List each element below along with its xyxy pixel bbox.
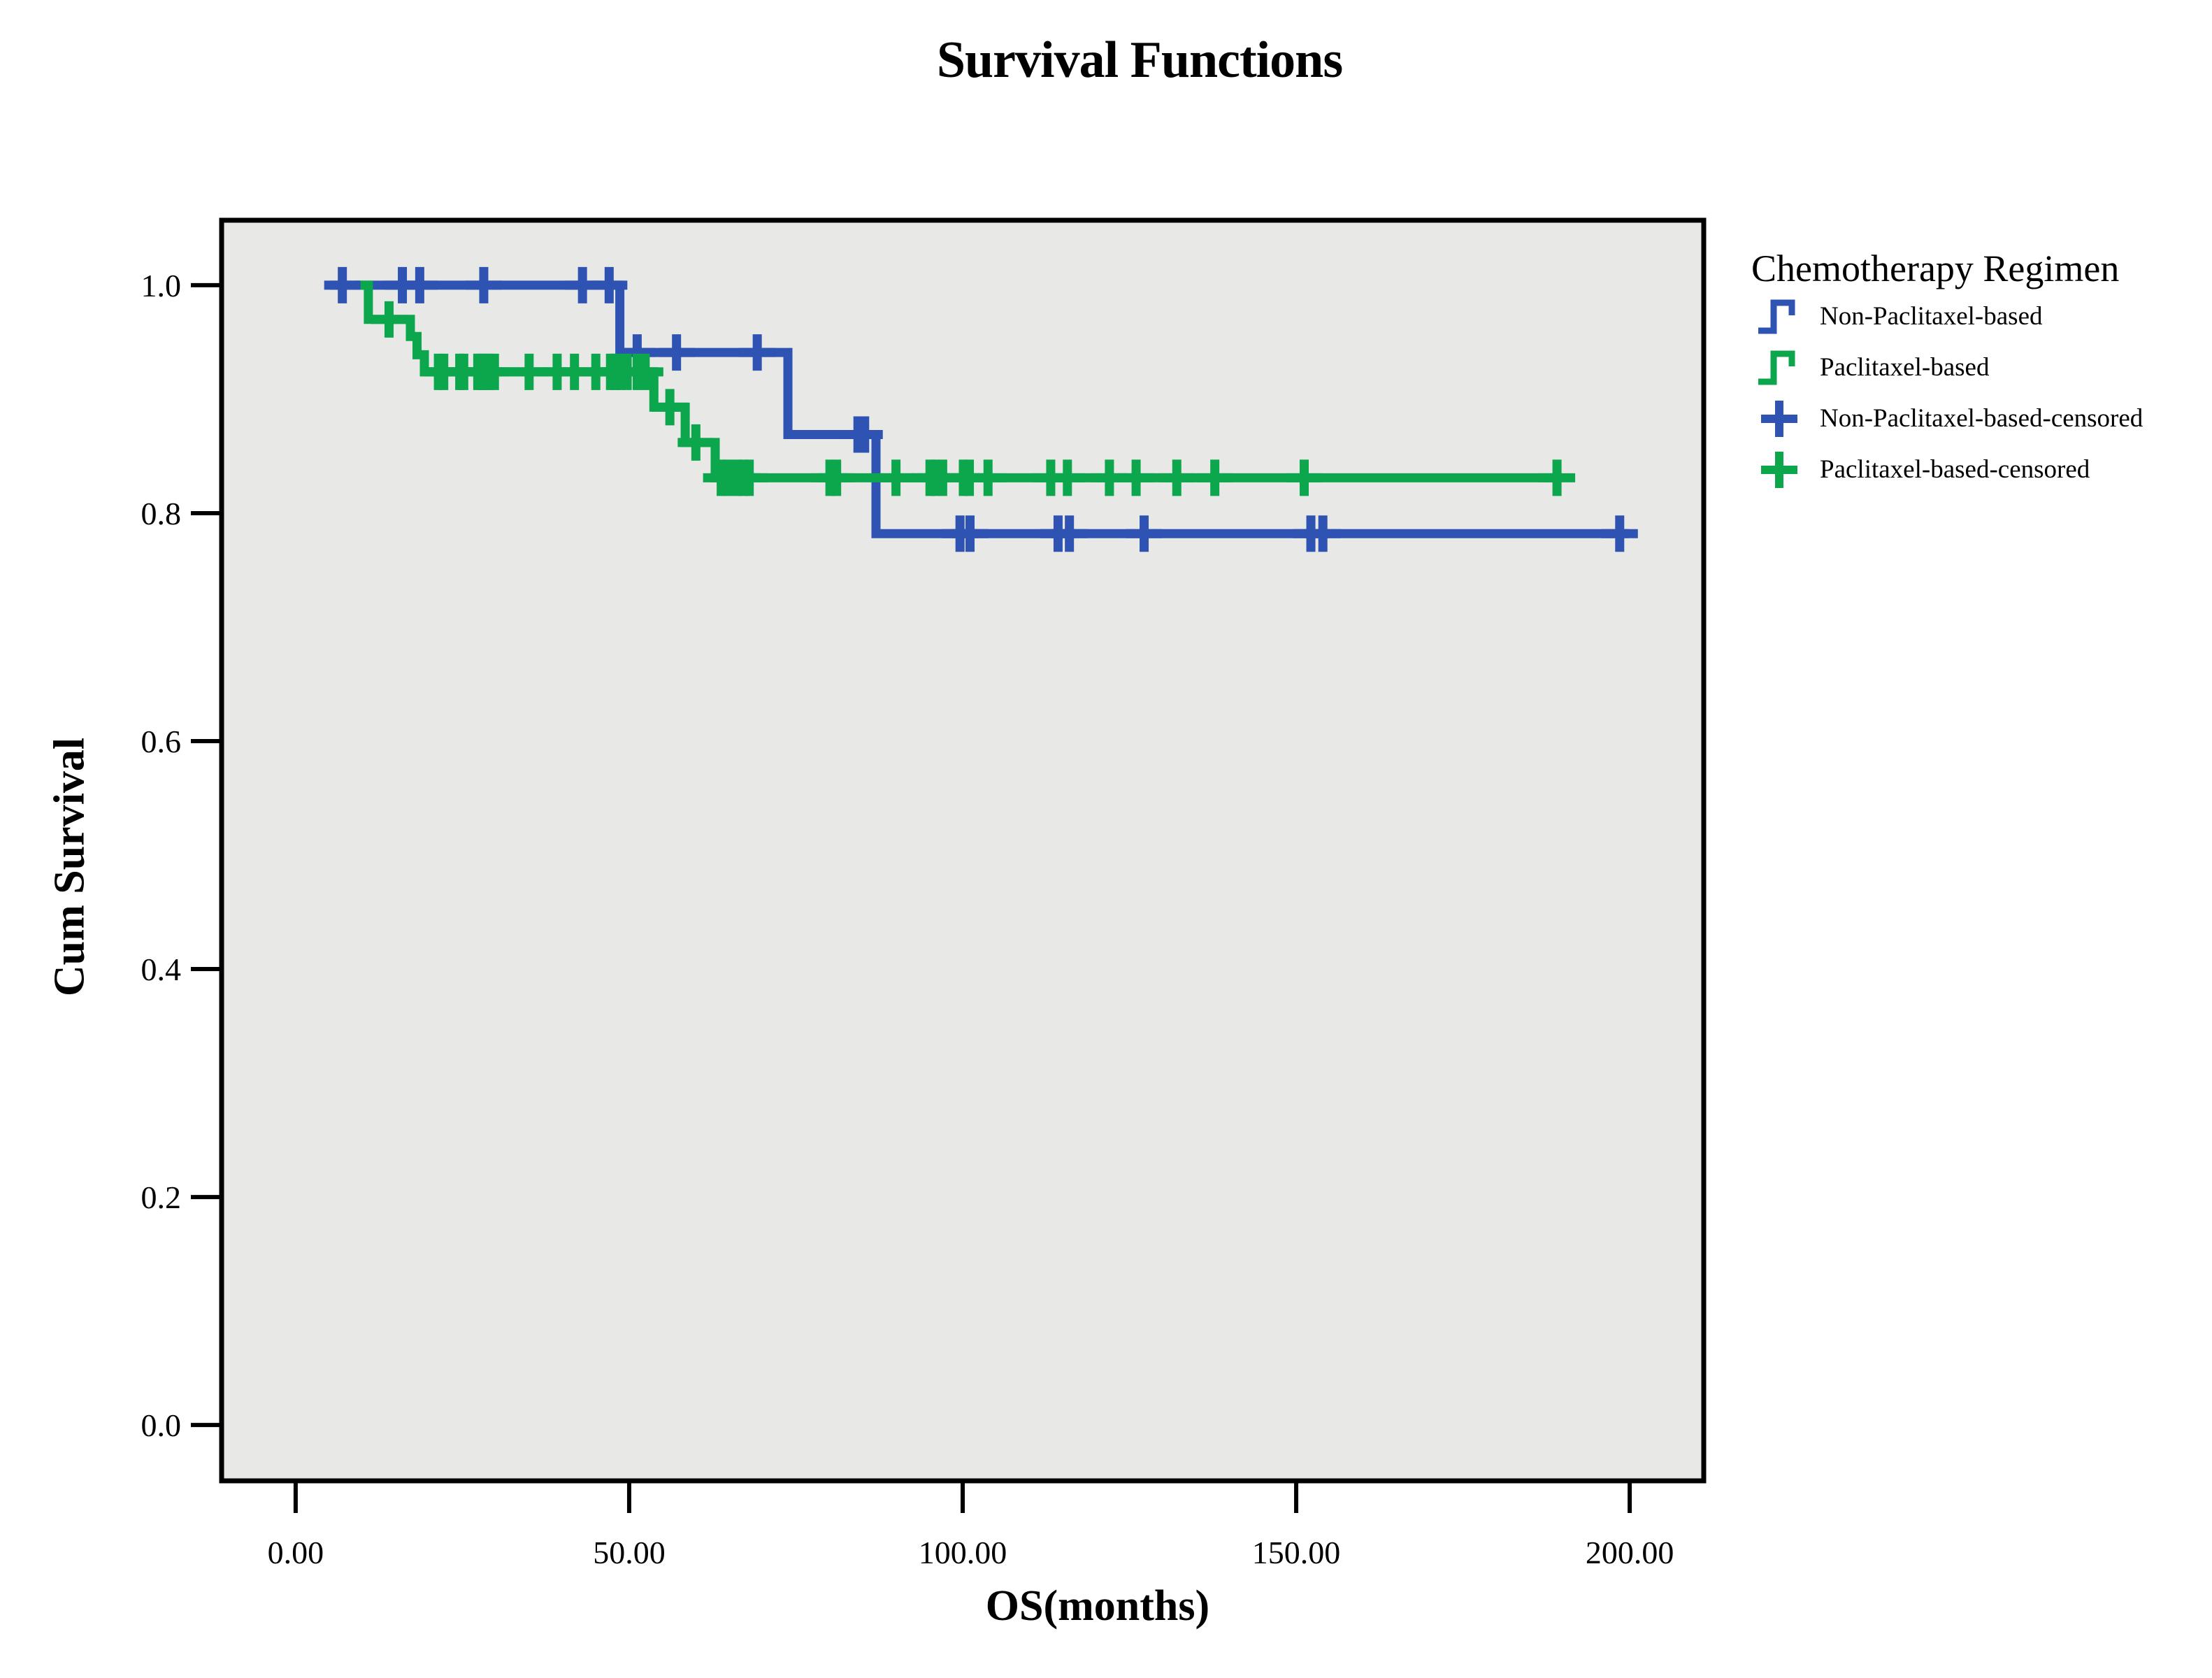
step-line-icon: [1758, 299, 1795, 334]
plus-censor-icon: [1761, 400, 1797, 437]
step-line-icon: [1758, 350, 1795, 385]
legend: Chemotherapy Regimen Non-Paclitaxel-base…: [1751, 246, 2206, 495]
censor-mark-blue: [591, 266, 628, 303]
legend-item-paclitaxel-censored: Paclitaxel-based-censored: [1751, 444, 2206, 495]
legend-title: Chemotherapy Regimen: [1751, 248, 2120, 289]
censor-mark-green: [677, 424, 714, 461]
censor-mark-green: [1049, 459, 1086, 496]
x-tick-label: 0.00: [268, 1535, 324, 1570]
legend-item-label: Non-Paclitaxel-based: [1820, 302, 2043, 331]
legend-item-paclitaxel: Paclitaxel-based: [1751, 342, 2206, 393]
y-tick-label: 1.0: [141, 268, 182, 303]
censor-mark-blue: [401, 266, 438, 303]
y-tick-label: 0.4: [141, 952, 182, 987]
censor-mark-green: [877, 459, 914, 496]
y-axis-title: Cum Survival: [45, 737, 94, 997]
km-curve-non-paclitaxel-based: [330, 280, 1630, 538]
x-tick-label: 100.00: [919, 1535, 1007, 1570]
censor-mark-blue: [1305, 515, 1342, 552]
censor-mark-green: [1158, 459, 1195, 496]
censor-mark-green: [1539, 459, 1576, 496]
legend-item-non-paclitaxel: Non-Paclitaxel-based: [1751, 291, 2206, 342]
censor-mark-green: [652, 389, 689, 426]
censor-mark-blue: [324, 266, 361, 303]
censor-mark-green: [1286, 459, 1323, 496]
censor-mark-blue: [658, 334, 695, 371]
x-tick-label: 150.00: [1252, 1535, 1341, 1570]
plus-censor-icon: [1761, 451, 1797, 488]
censor-mark-green: [970, 459, 1007, 496]
censor-mark-green: [626, 353, 663, 390]
censor-mark-blue: [1051, 515, 1088, 552]
plot-area: [219, 217, 1707, 1484]
censor-mark-blue: [465, 266, 502, 303]
x-tick-label: 200.00: [1586, 1535, 1674, 1570]
censor-mark-green: [1118, 459, 1155, 496]
legend-item-label: Non-Paclitaxel-based-censored: [1820, 404, 2143, 433]
x-tick-label: 50.00: [593, 1535, 666, 1570]
censor-mark-green: [731, 459, 768, 496]
chart-title: Survival Functions: [936, 31, 1343, 89]
censor-mark-green: [818, 459, 855, 496]
censor-mark-blue: [739, 334, 776, 371]
censor-mark-green: [476, 353, 513, 390]
legend-item-label: Paclitaxel-based: [1820, 353, 1990, 382]
legend-item-non-paclitaxel-censored: Non-Paclitaxel-based-censored: [1751, 393, 2206, 444]
censor-mark-green: [1196, 459, 1233, 496]
x-axis-title: OS(months): [985, 1582, 1210, 1630]
y-tick-label: 0.0: [141, 1407, 182, 1443]
y-tick-label: 0.2: [141, 1179, 182, 1215]
y-tick-label: 0.6: [141, 724, 182, 759]
y-tick-label: 0.8: [141, 496, 182, 531]
censor-mark-blue: [846, 416, 883, 453]
censor-mark-green: [371, 301, 408, 338]
censor-mark-blue: [1126, 515, 1163, 552]
censor-mark-blue: [1601, 515, 1638, 552]
legend-item-label: Paclitaxel-based-censored: [1820, 455, 2090, 484]
censor-mark-blue: [951, 515, 989, 552]
